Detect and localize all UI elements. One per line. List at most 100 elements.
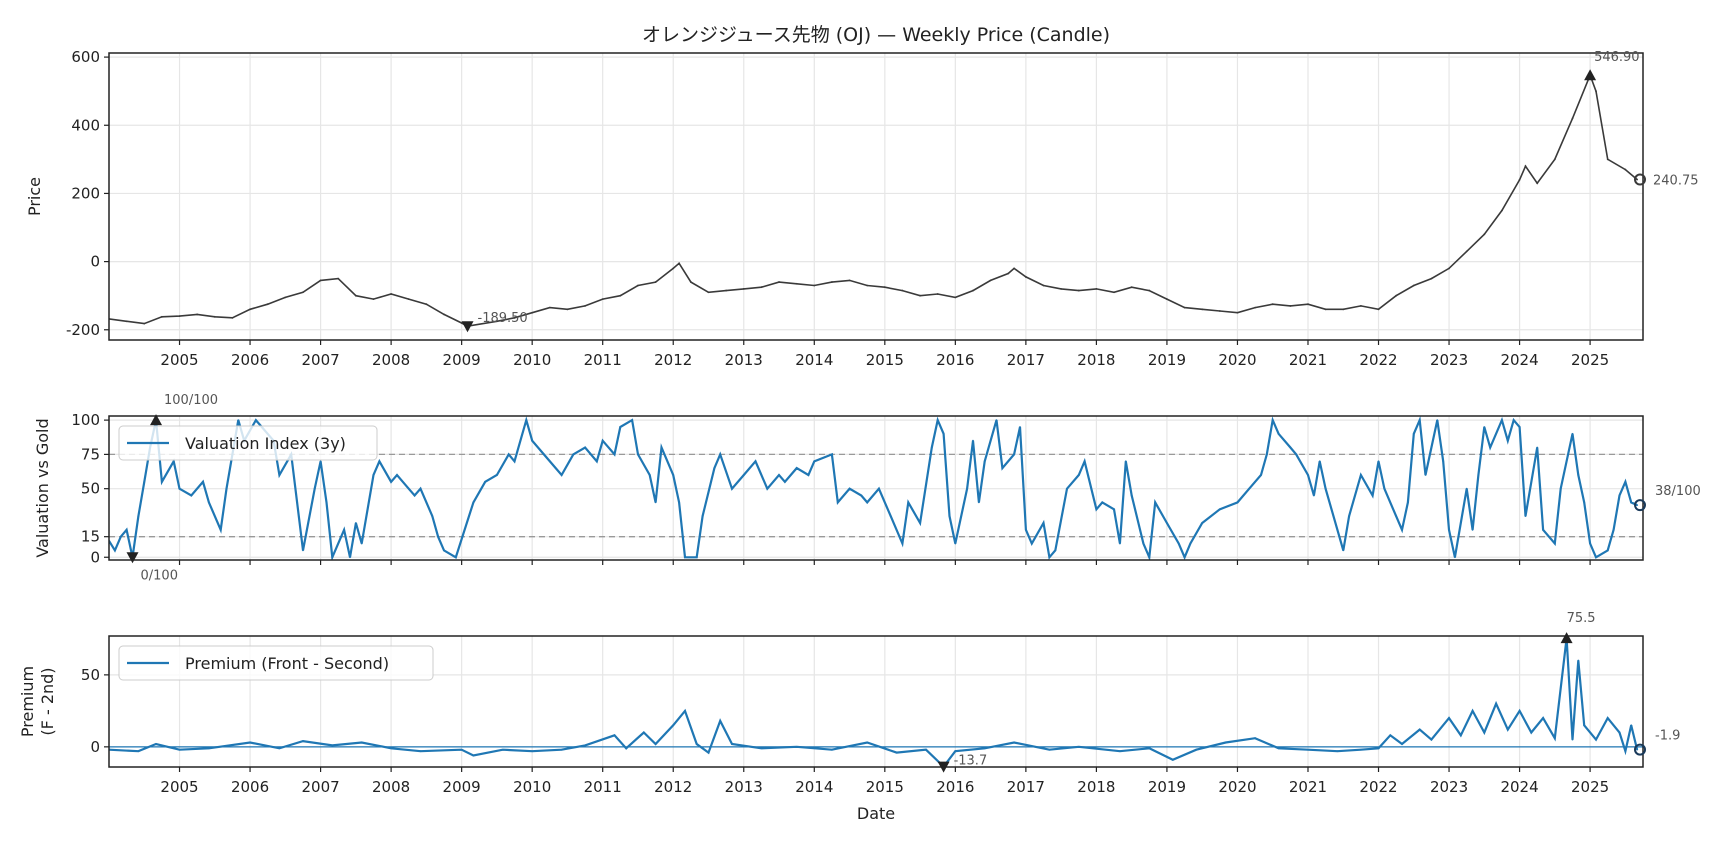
data-point: [807, 474, 810, 476]
data-point: [208, 747, 210, 750]
data-point: [143, 480, 146, 483]
data-point: [1201, 522, 1204, 524]
data-point: [930, 446, 933, 449]
data-point: [1454, 556, 1456, 559]
x-tick-label: 2012: [654, 351, 692, 369]
data-point: [548, 306, 551, 309]
data-point: [1553, 542, 1556, 545]
data-point: [1318, 460, 1321, 463]
x-tick-label: 2007: [301, 778, 339, 796]
data-point: [983, 460, 986, 463]
y-tick-label: -200: [66, 321, 100, 339]
data-point: [419, 487, 422, 490]
data-point: [1030, 542, 1033, 545]
data-point: [1254, 306, 1256, 309]
data-point: [907, 501, 910, 504]
data-point: [113, 549, 116, 552]
data-point: [1048, 748, 1051, 751]
x-tick-label: 2016: [936, 351, 974, 369]
data-point: [1524, 165, 1527, 168]
x-tick-label: 2020: [1218, 351, 1256, 369]
data-point: [1412, 432, 1415, 435]
data-point: [784, 480, 786, 483]
data-point: [625, 747, 628, 750]
data-point: [1271, 303, 1274, 306]
data-point: [778, 474, 780, 476]
data-point: [1542, 528, 1544, 531]
data-point: [1336, 750, 1339, 753]
data-point: [1148, 747, 1151, 750]
data-point: [742, 474, 745, 476]
data-point: [343, 528, 345, 531]
data-point: [496, 320, 498, 323]
data-point: [1571, 432, 1574, 435]
data-point: [760, 286, 763, 289]
data-point: [278, 747, 281, 750]
legend-label: Premium (Front - Second): [185, 654, 389, 673]
x-tick-label: 2006: [231, 778, 269, 796]
data-point: [919, 294, 921, 297]
data-point: [160, 315, 163, 318]
x-tick-label: 2012: [654, 778, 692, 796]
data-point: [1559, 487, 1562, 490]
data-point: [454, 556, 457, 559]
data-point: [255, 419, 257, 422]
data-point: [1342, 549, 1345, 552]
data-point: [989, 279, 992, 282]
data-point: [1595, 556, 1597, 559]
data-point: [231, 316, 234, 319]
data-point: [848, 279, 851, 282]
data-point: [831, 748, 833, 751]
data-point: [460, 322, 463, 324]
data-point: [601, 298, 604, 300]
y-axis-label: (F - 2nd): [38, 667, 57, 735]
data-point: [1130, 494, 1133, 497]
data-point: [948, 515, 951, 518]
data-point: [972, 289, 974, 292]
data-point: [360, 542, 363, 545]
panel-2: 2005 2006 2007 2008 2009 2010 2011 2012 2013 2014…: [18, 611, 1680, 823]
data-point: [1412, 284, 1415, 287]
data-point: [1101, 501, 1104, 504]
data-point: [302, 291, 304, 294]
data-point: [407, 487, 410, 490]
x-tick-label: 2019: [1148, 778, 1186, 796]
data-point: [513, 460, 516, 463]
last-value-marker-icon: [1634, 173, 1646, 186]
data-point: [595, 460, 598, 463]
data-point: [654, 743, 657, 745]
data-point: [1536, 446, 1539, 449]
data-point: [731, 743, 733, 745]
data-point: [484, 480, 487, 483]
data-point: [1218, 310, 1221, 312]
axes-frame: [108, 52, 1644, 341]
data-point: [219, 528, 222, 531]
data-point: [584, 744, 586, 747]
x-tick-label: 2017: [1007, 778, 1045, 796]
data-point: [678, 262, 681, 265]
data-point: [1189, 542, 1192, 545]
x-tick-label: 2015: [866, 351, 904, 369]
data-point: [1553, 158, 1556, 161]
data-point: [1336, 528, 1339, 531]
panel-1: 0 15 50 75 100 Valuation vs Gold 100/100 0/100 3…: [33, 393, 1701, 583]
data-point: [1377, 747, 1380, 750]
data-point: [208, 501, 210, 504]
data-point: [613, 734, 616, 737]
data-point: [954, 296, 957, 299]
data-point: [678, 501, 681, 504]
data-point: [936, 293, 939, 295]
data-point: [695, 556, 698, 559]
data-point: [543, 453, 545, 456]
data-point: [1483, 426, 1486, 428]
data-point: [1095, 508, 1098, 511]
data-point: [1342, 308, 1345, 311]
max-label: 100/100: [164, 393, 218, 408]
data-point: [1401, 743, 1403, 745]
data-point: [1066, 487, 1068, 490]
x-tick-label: 2023: [1430, 351, 1468, 369]
y-axis-label: Valuation vs Gold: [33, 418, 52, 557]
data-point: [1636, 178, 1639, 181]
data-point: [225, 487, 228, 490]
